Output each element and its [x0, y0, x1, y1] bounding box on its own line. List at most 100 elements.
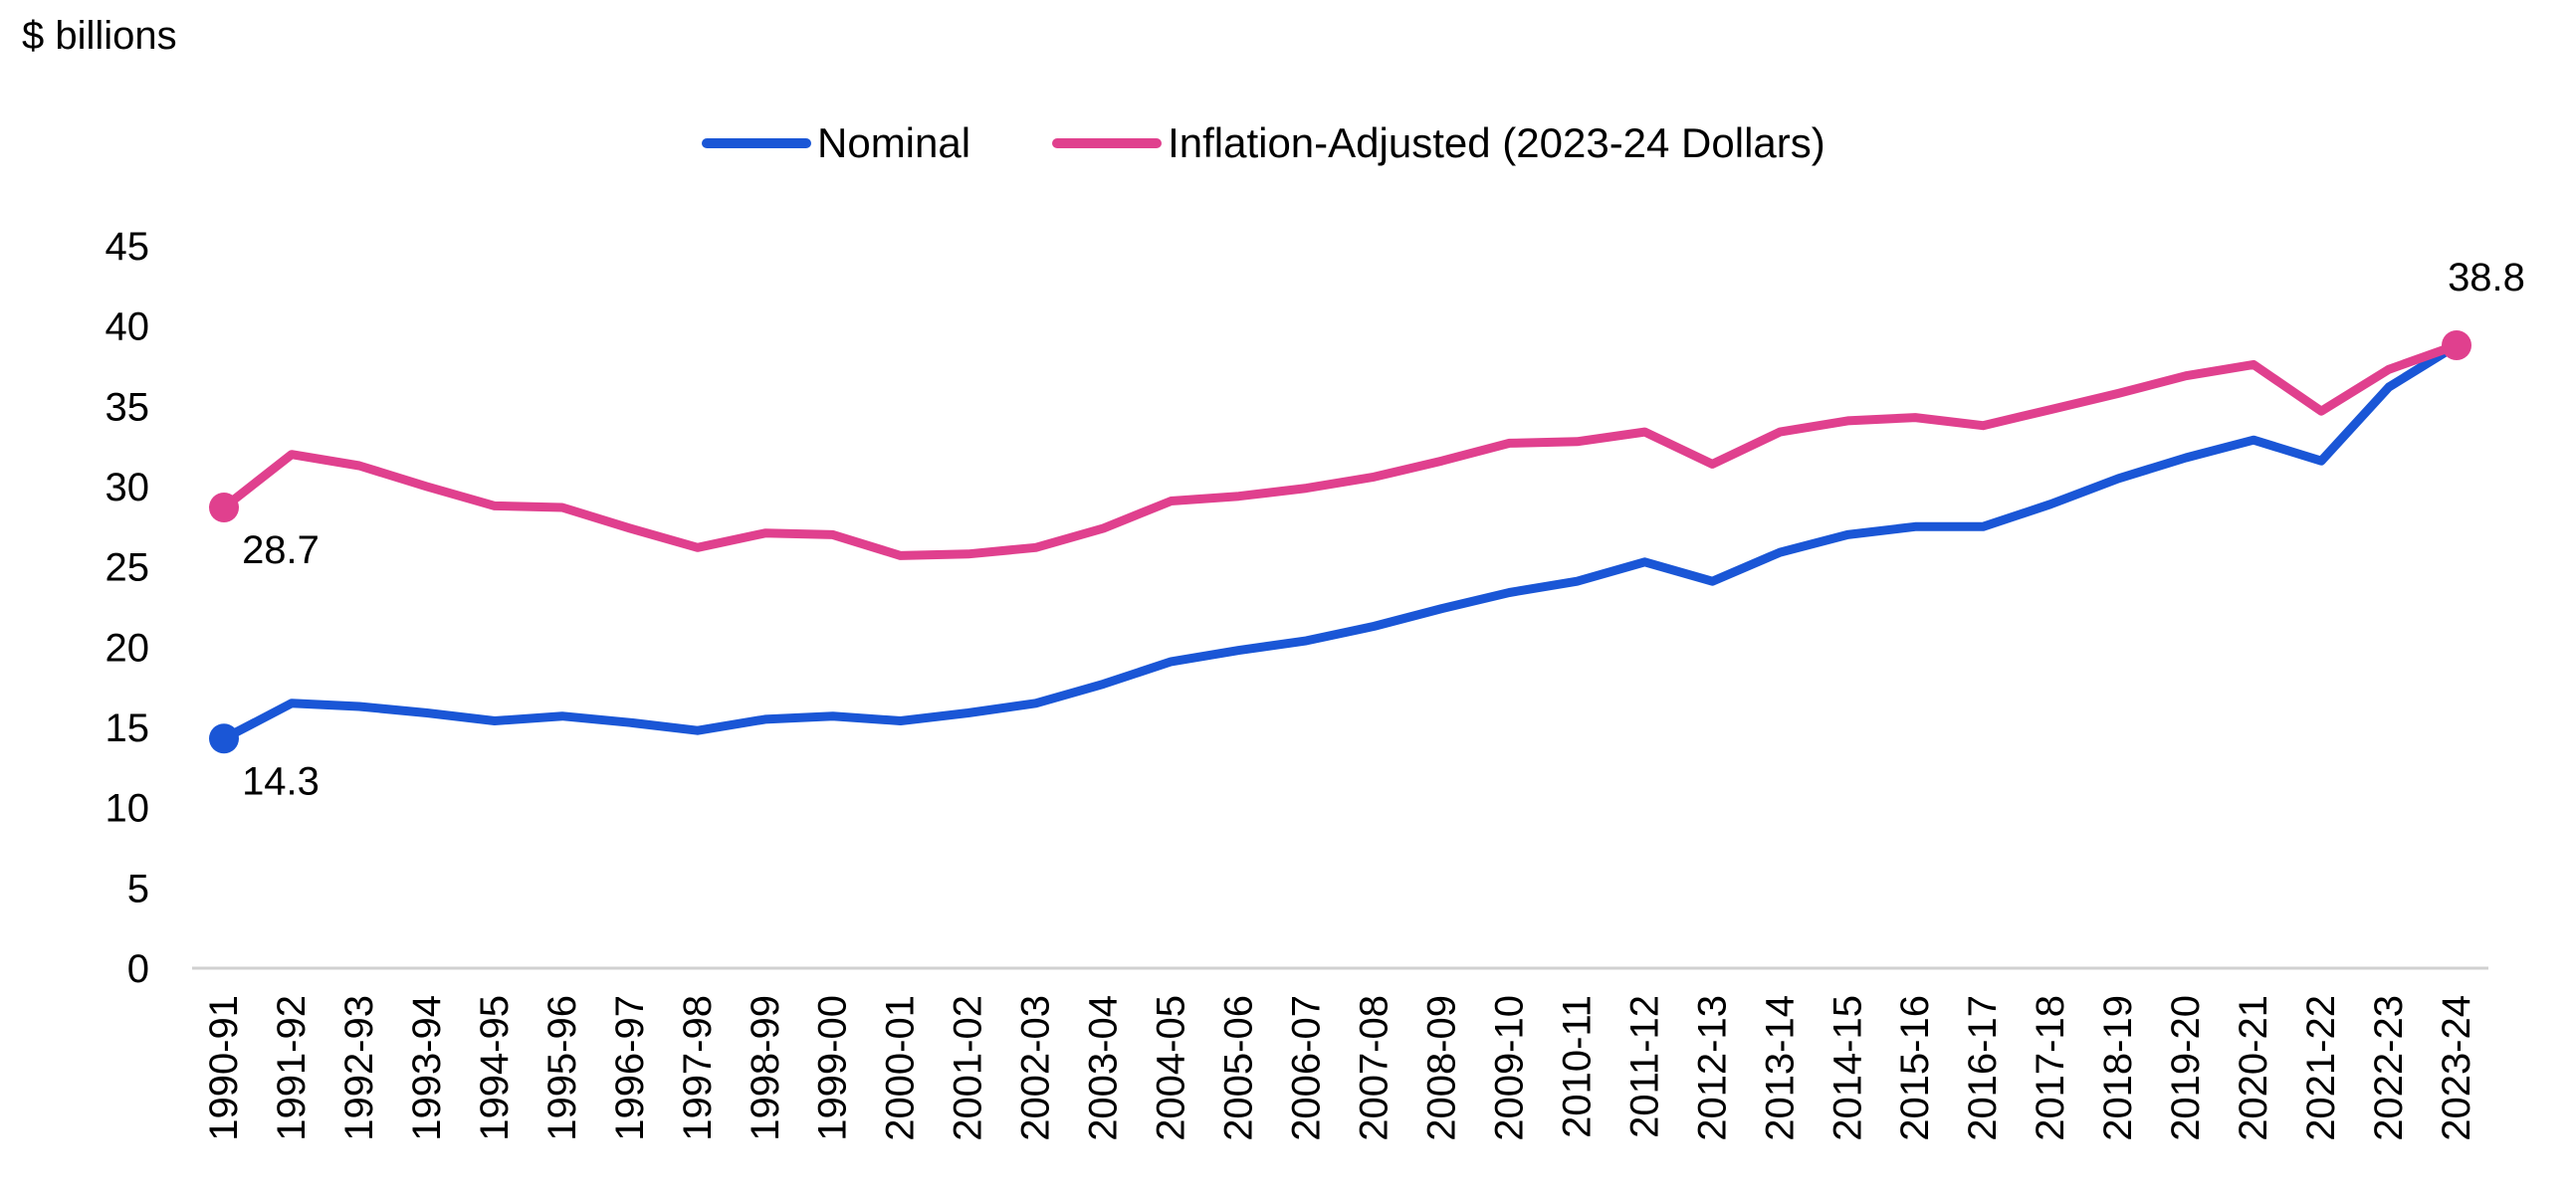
legend-swatch-inflation-adjusted	[1052, 138, 1163, 148]
data-point	[2048, 407, 2053, 412]
data-point	[559, 504, 564, 509]
x-tick-label: 1999-00	[811, 995, 855, 1141]
y-tick-label: 15	[106, 706, 150, 750]
data-point	[356, 704, 361, 709]
data-point	[1033, 701, 1038, 705]
x-tick-label: 2000-01	[879, 995, 923, 1141]
data-point	[898, 553, 903, 558]
data-point	[2387, 384, 2392, 389]
x-tick-label: 1994-95	[473, 995, 517, 1141]
x-tick-label: 1995-96	[540, 995, 584, 1141]
x-tick-label: 2022-23	[2367, 995, 2411, 1141]
highlight-marker	[209, 723, 239, 754]
data-point	[830, 532, 835, 537]
series-line-0	[219, 340, 2462, 743]
data-point	[627, 525, 632, 530]
data-point	[1981, 423, 1986, 428]
data-point	[1778, 550, 1783, 555]
data-point	[2319, 459, 2324, 464]
x-tick-label: 1993-94	[405, 995, 449, 1141]
legend: Nominal Inflation-Adjusted (2023-24 Doll…	[702, 119, 1907, 167]
x-tick-label: 1990-91	[202, 995, 246, 1141]
x-tick-label: 2007-08	[1352, 995, 1395, 1141]
data-point	[1236, 648, 1241, 653]
x-axis-ticks: 1990-91 1991-92 1992-93 1993-94 1994-95 1995-…	[202, 995, 2478, 1141]
data-labels: 14.3 28.7 38.8	[209, 256, 2525, 803]
y-tick-label: 40	[106, 305, 150, 349]
data-point	[1236, 494, 1241, 499]
x-tick-label: 1996-97	[608, 995, 652, 1141]
data-point	[966, 710, 970, 715]
x-tick-label: 2013-14	[1758, 995, 1802, 1141]
x-tick-label: 1992-93	[337, 995, 381, 1141]
data-point	[424, 485, 429, 489]
data-point	[1304, 486, 1309, 491]
data-point	[1439, 606, 1444, 611]
x-tick-label: 2005-06	[1217, 995, 1261, 1141]
data-point	[1439, 459, 1444, 464]
y-tick-label: 45	[106, 225, 150, 269]
data-point	[2252, 438, 2256, 443]
data-point	[1372, 475, 1377, 480]
x-tick-label: 2004-05	[1150, 995, 1193, 1141]
x-tick-label: 2001-02	[947, 995, 990, 1141]
data-point	[1169, 659, 1174, 664]
highlight-marker	[2442, 330, 2471, 361]
x-tick-label: 2009-10	[1487, 995, 1531, 1141]
x-tick-label: 2016-17	[1961, 995, 2005, 1141]
data-label: 38.8	[2448, 256, 2525, 300]
data-point	[2116, 476, 2121, 481]
data-point	[762, 716, 767, 721]
legend-label-inflation-adjusted: Inflation-Adjusted (2023-24 Dollars)	[1168, 119, 1825, 166]
x-tick-label: 2019-20	[2164, 995, 2208, 1141]
data-point	[1710, 462, 1715, 467]
data-point	[1101, 525, 1106, 530]
data-point	[1981, 524, 1986, 529]
data-point	[1710, 579, 1715, 584]
data-point	[424, 710, 429, 715]
x-tick-label: 2015-16	[1893, 995, 1937, 1141]
legend-label-nominal: Nominal	[817, 119, 971, 166]
data-point	[1101, 682, 1106, 687]
series-line-1	[219, 340, 2462, 560]
x-tick-label: 2011-12	[1622, 995, 1666, 1138]
data-point	[1913, 415, 1918, 420]
highlight-marker	[209, 492, 239, 522]
y-tick-label: 30	[106, 466, 150, 509]
y-tick-label: 25	[106, 546, 150, 590]
y-tick-label: 35	[106, 385, 150, 429]
data-point	[1845, 532, 1850, 537]
data-point	[289, 452, 294, 457]
legend-item-nominal: Nominal	[702, 119, 970, 167]
data-point	[1913, 524, 1918, 529]
data-point	[492, 718, 497, 723]
data-point	[762, 530, 767, 535]
data-point	[559, 713, 564, 718]
data-point	[2116, 391, 2121, 396]
data-point	[492, 503, 497, 508]
data-point	[356, 464, 361, 469]
data-point	[2252, 362, 2256, 367]
x-tick-label: 2018-19	[2096, 995, 2140, 1141]
data-point	[1642, 430, 1647, 435]
x-tick-label: 2003-04	[1082, 995, 1126, 1141]
x-tick-label: 1991-92	[270, 995, 314, 1141]
data-point	[1845, 418, 1850, 423]
data-point	[1304, 638, 1309, 643]
data-point	[695, 545, 700, 550]
x-tick-label: 2023-24	[2435, 995, 2478, 1141]
data-point	[1507, 590, 1512, 595]
data-point	[1642, 559, 1647, 564]
data-point	[2319, 409, 2324, 414]
data-point	[2387, 367, 2392, 372]
data-point	[966, 551, 970, 556]
data-label: 14.3	[242, 759, 320, 803]
legend-swatch-nominal	[702, 138, 811, 148]
data-point	[2184, 373, 2189, 378]
data-point	[2184, 455, 2189, 460]
x-tick-label: 2017-18	[2029, 995, 2072, 1141]
data-label: 28.7	[242, 528, 320, 572]
x-tick-label: 1998-99	[744, 995, 787, 1141]
data-point	[1575, 579, 1580, 584]
